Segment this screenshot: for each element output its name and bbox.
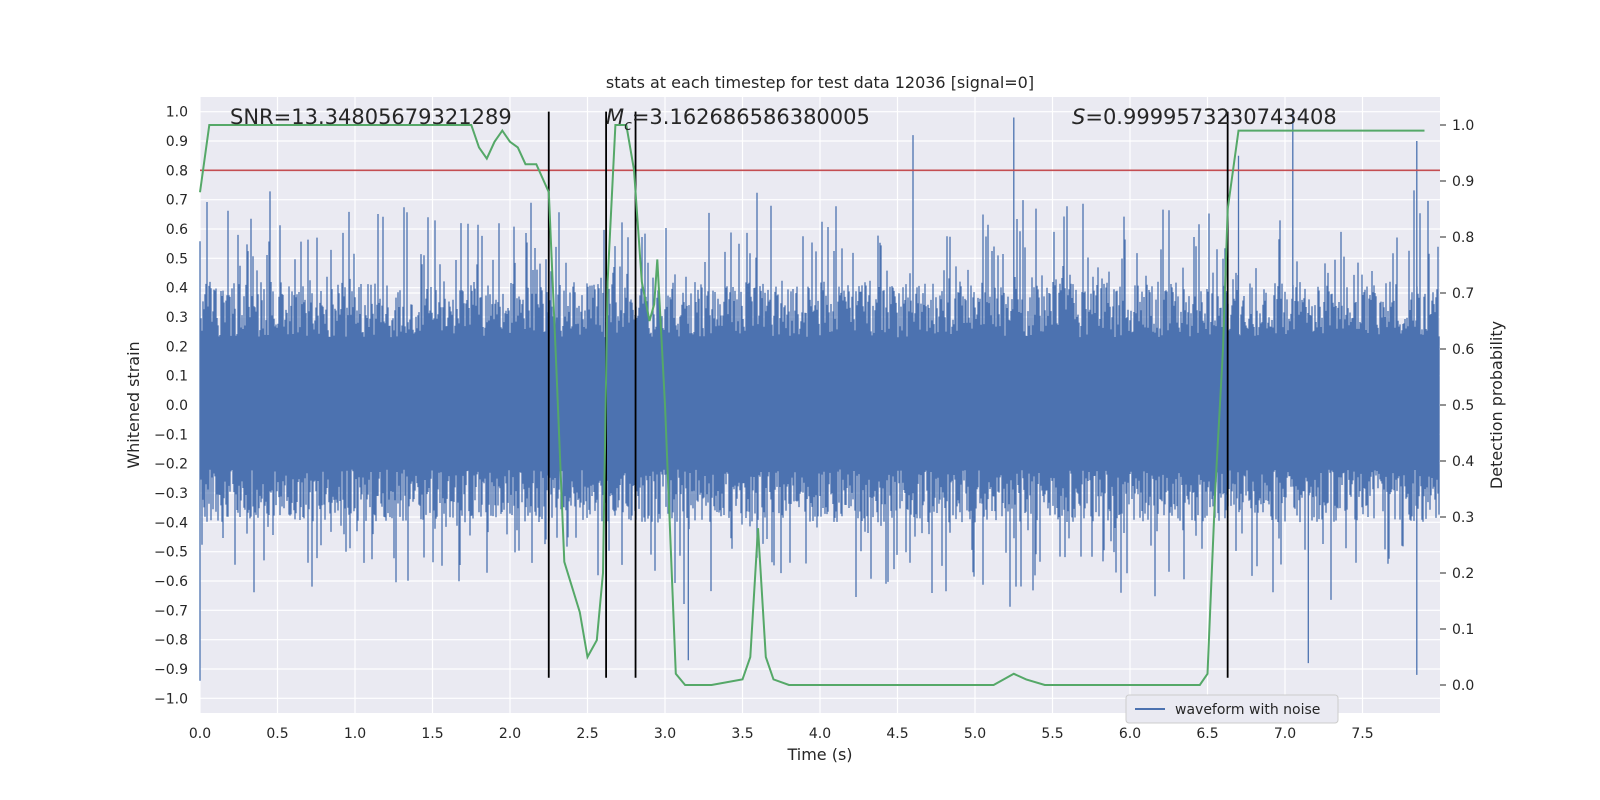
chirp-mass-subscript: c bbox=[624, 118, 632, 134]
x-tick-label: 5.0 bbox=[964, 726, 986, 742]
x-axis-ticks: 0.0 0.5 1.0 1.5 2.0 2.5 3.0 3.5 4.0 4.5 5.0 5.5 6.0 6… bbox=[189, 726, 1374, 742]
right-y-tick-label: 0.9 bbox=[1452, 174, 1474, 190]
left-y-tick-label: −0.9 bbox=[154, 662, 188, 678]
left-y-tick-label: −0.5 bbox=[154, 545, 188, 561]
right-y-tick-label: 0.5 bbox=[1452, 398, 1474, 414]
score-annotation: S=0.9999573230743408 bbox=[1072, 105, 1337, 129]
left-y-tick-label: −0.7 bbox=[154, 603, 188, 619]
left-y-tick-label: −0.6 bbox=[154, 574, 188, 590]
x-tick-label: 1.0 bbox=[344, 726, 366, 742]
right-y-tick-label: 1.0 bbox=[1452, 118, 1474, 134]
score-value: =0.9999573230743408 bbox=[1085, 105, 1336, 129]
left-y-tick-label: 0.6 bbox=[166, 222, 188, 238]
right-y-tick-label: 0.7 bbox=[1452, 286, 1474, 302]
right-y-tick-label: 0.8 bbox=[1452, 230, 1474, 246]
x-tick-label: 2.0 bbox=[499, 726, 521, 742]
left-y-tick-label: 0.0 bbox=[166, 398, 188, 414]
left-y-tick-label: 0.7 bbox=[166, 193, 188, 209]
chirp-mass-annotation: Mc=3.162686586380005 bbox=[606, 105, 870, 134]
chart-title: stats at each timestep for test data 120… bbox=[606, 73, 1034, 92]
left-y-tick-label: −0.3 bbox=[154, 486, 188, 502]
x-tick-label: 1.5 bbox=[421, 726, 443, 742]
left-y-axis-ticks: 1.0 0.9 0.8 0.7 0.6 0.5 0.4 0.3 0.2 0.1 0.0 −0.1 −0.… bbox=[154, 105, 188, 708]
right-y-tick-label: 0.3 bbox=[1452, 510, 1474, 526]
left-y-tick-label: 0.8 bbox=[166, 163, 188, 179]
left-y-tick-label: −1.0 bbox=[154, 691, 188, 707]
right-y-tick-label: 0.4 bbox=[1452, 454, 1474, 470]
left-y-axis-label: Whitened strain bbox=[124, 341, 143, 468]
x-tick-label: 3.5 bbox=[731, 726, 753, 742]
left-y-tick-label: 0.1 bbox=[166, 369, 188, 385]
left-y-tick-label: −0.4 bbox=[154, 515, 188, 531]
x-axis-label: Time (s) bbox=[786, 745, 852, 764]
x-tick-label: 4.5 bbox=[886, 726, 908, 742]
legend-label: waveform with noise bbox=[1175, 702, 1320, 718]
score-symbol: S bbox=[1072, 105, 1085, 129]
left-y-tick-label: 0.3 bbox=[166, 310, 188, 326]
detection-probability-series bbox=[199, 124, 1425, 686]
x-tick-label: 2.5 bbox=[576, 726, 598, 742]
waveform-series bbox=[199, 111, 1440, 681]
snr-annotation: SNR=13.34805679321289 bbox=[230, 105, 512, 129]
x-tick-label: 0.0 bbox=[189, 726, 211, 742]
left-y-tick-label: 1.0 bbox=[166, 105, 188, 121]
x-tick-label: 0.5 bbox=[266, 726, 288, 742]
right-y-tick-label: 0.0 bbox=[1452, 678, 1474, 694]
x-tick-label: 5.5 bbox=[1041, 726, 1063, 742]
legend-box bbox=[1125, 694, 1339, 724]
right-y-axis-ticks: 1.0 0.9 0.8 0.7 0.6 0.5 0.4 0.3 0.2 0.1 0.0 bbox=[1440, 118, 1474, 694]
left-y-tick-label: 0.9 bbox=[166, 134, 188, 150]
x-tick-label: 6.0 bbox=[1119, 726, 1141, 742]
left-y-tick-label: 0.2 bbox=[166, 339, 188, 355]
x-tick-label: 3.0 bbox=[654, 726, 676, 742]
left-y-tick-label: −0.1 bbox=[154, 427, 188, 443]
right-y-tick-label: 0.1 bbox=[1452, 622, 1474, 638]
right-y-tick-label: 0.2 bbox=[1452, 566, 1474, 582]
x-tick-label: 7.0 bbox=[1274, 726, 1296, 742]
x-tick-label: 4.0 bbox=[809, 726, 831, 742]
chirp-mass-value: =3.162686586380005 bbox=[632, 105, 870, 129]
left-y-tick-label: 0.5 bbox=[166, 251, 188, 267]
left-y-tick-label: −0.2 bbox=[154, 457, 188, 473]
left-y-tick-label: 0.4 bbox=[166, 281, 188, 297]
right-y-tick-label: 0.6 bbox=[1452, 342, 1474, 358]
legend: waveform with noise bbox=[1125, 694, 1339, 724]
x-tick-label: 7.5 bbox=[1351, 726, 1373, 742]
x-tick-label: 6.5 bbox=[1196, 726, 1218, 742]
waveform-trace bbox=[199, 111, 1440, 681]
left-y-tick-label: −0.8 bbox=[154, 633, 188, 649]
chirp-mass-symbol: M bbox=[606, 105, 624, 129]
right-y-axis-label: Detection probability bbox=[1487, 321, 1506, 489]
